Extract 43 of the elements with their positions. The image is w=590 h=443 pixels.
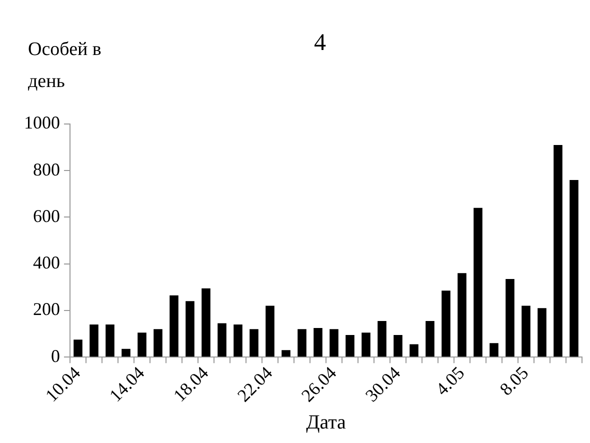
bar (506, 279, 514, 357)
bar (410, 344, 418, 357)
bar (458, 273, 466, 357)
chart-title: 4 (313, 30, 327, 57)
y-tick-label: 400 (33, 252, 60, 273)
y-tick-label: 600 (33, 206, 60, 226)
bar (266, 306, 274, 357)
bar (234, 324, 242, 357)
x-tick-label: 8.05 (496, 362, 532, 400)
y-tick-label: 800 (33, 159, 60, 180)
bar (74, 340, 82, 357)
bar (170, 295, 178, 357)
bar (138, 332, 146, 357)
bar (394, 334, 402, 357)
bar (282, 350, 290, 357)
y-tick-label: 1000 (24, 112, 60, 133)
bar (362, 332, 370, 357)
y-axis-title: Особей в день (28, 38, 102, 94)
bar (426, 320, 434, 357)
bar (554, 144, 562, 357)
bar (570, 180, 578, 357)
x-axis-title: Дата (306, 411, 346, 434)
x-tick-label: 4.05 (432, 362, 468, 400)
bar (186, 301, 194, 357)
bar (490, 343, 498, 357)
bar (474, 208, 482, 357)
bar (202, 288, 210, 357)
bar (106, 324, 114, 357)
bar (298, 329, 306, 357)
bar (122, 348, 130, 357)
bar (378, 320, 386, 357)
bar (442, 290, 450, 357)
bar (314, 328, 322, 357)
bar (522, 306, 530, 357)
bar (330, 329, 338, 357)
bar (154, 329, 162, 357)
y-tick-label: 200 (33, 299, 60, 320)
bar (538, 308, 546, 357)
bar (90, 324, 98, 357)
bar (346, 334, 354, 357)
bar (218, 323, 226, 357)
y-tick-label: 0 (51, 346, 60, 366)
bar (250, 329, 258, 357)
